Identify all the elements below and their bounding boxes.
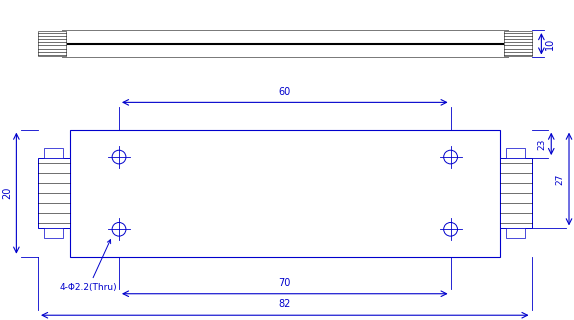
Bar xyxy=(504,31,532,56)
Bar xyxy=(44,148,63,158)
Bar xyxy=(506,148,525,158)
Text: 23: 23 xyxy=(537,138,546,149)
Bar xyxy=(506,228,525,238)
Text: 70: 70 xyxy=(278,278,291,288)
Bar xyxy=(38,31,66,56)
Text: 20: 20 xyxy=(2,187,13,199)
Bar xyxy=(69,130,500,257)
Text: 10: 10 xyxy=(545,38,555,50)
Bar xyxy=(38,158,69,228)
Text: 82: 82 xyxy=(278,300,291,309)
Text: 60: 60 xyxy=(278,86,291,97)
Bar xyxy=(44,228,63,238)
Bar xyxy=(66,30,504,58)
Text: 27: 27 xyxy=(555,173,564,185)
Text: 4-Φ2.2(Thru): 4-Φ2.2(Thru) xyxy=(60,240,118,292)
Bar xyxy=(500,158,532,228)
